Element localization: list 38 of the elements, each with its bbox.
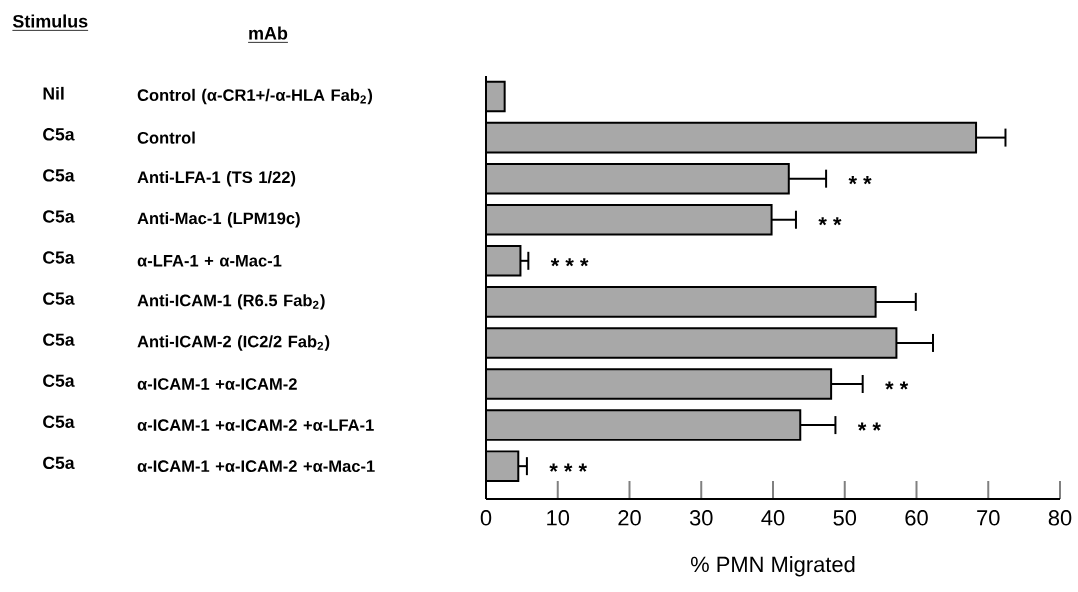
text: Stimulus [12,14,88,28]
text: C5a [43,251,75,264]
text: C5a [43,210,75,223]
text: C5a [43,128,75,141]
text: C5a [43,333,75,346]
x-tick-label: 20 [618,510,641,526]
y-tick-label: Anti-ICAM-2 (IC2/2 Fab$_{2}$) [137,335,330,351]
x-tick-label: 30 [689,510,713,526]
y-tick-label: α-LFA-1 + α-Mac-1 [137,255,282,267]
y-tick-label: α-ICAM-1 +α-ICAM-2 +α-LFA-1 [137,419,374,431]
x-tick-label: 70 [977,510,1000,526]
annotation: * * [818,217,842,226]
x-tick-label: 40 [761,510,785,526]
annotation: * * [885,381,909,390]
text: C5a [43,169,75,182]
text: C5a [43,415,75,428]
annotation: * * [857,422,881,431]
text: C5a [43,456,75,470]
x-axis-title: % PMN Migrated [690,556,855,577]
text: C5a [43,292,75,305]
y-tick-label: Anti-LFA-1 (TS 1/22) [137,170,296,187]
x-tick-label: 0 [480,510,492,526]
y-tick-label: α-ICAM-1 +α-ICAM-2 [137,378,297,390]
x-tick-label: 60 [905,510,928,526]
annotation: * * * [550,258,589,267]
y-tick-label: Anti-Mac-1 (LPM19c) [137,212,300,228]
x-tick-label: 80 [1048,510,1072,526]
y-tick-label: α-ICAM-1 +α-ICAM-2 +α-Mac-1 [137,460,375,473]
x-tick-label: 50 [833,510,857,526]
x-tick-label: 10 [547,510,570,526]
y-tick-label: Anti-ICAM-1 (R6.5 Fab$_{2}$) [137,294,325,310]
text: mAb [249,26,288,40]
annotation: * * * [549,463,588,472]
annotation: * * [848,176,872,185]
text: Nil [43,86,64,100]
y-tick-label: Control (α-CR1+/-α-HLA Fab$_{2}$) [137,88,373,105]
text: C5a [43,374,75,387]
y-tick-label: Control [137,131,195,144]
